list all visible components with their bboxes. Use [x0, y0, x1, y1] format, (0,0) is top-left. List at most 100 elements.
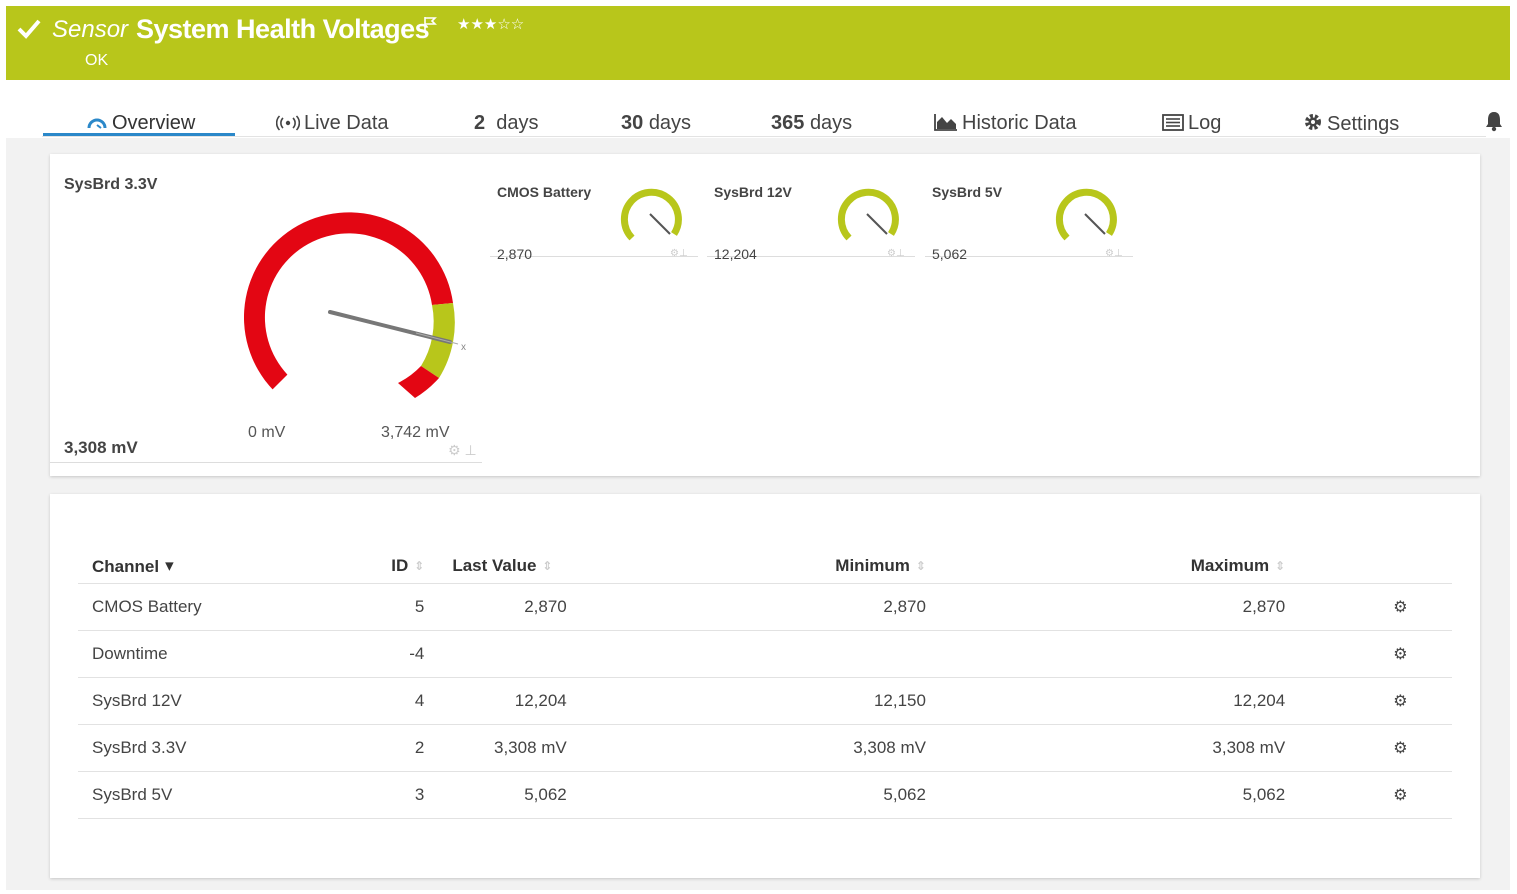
- active-tab-indicator: [43, 133, 235, 136]
- tab-365-days[interactable]: 365 days: [771, 112, 852, 135]
- table-row[interactable]: SysBrd 12V 4 12,204 12,150 12,204 ⚙: [78, 677, 1452, 725]
- tab-label: days: [648, 112, 692, 134]
- cell-max: 5,062: [939, 771, 1300, 819]
- table-row[interactable]: Downtime -4 ⚙: [78, 630, 1452, 678]
- mini-gauge-sysbrd-5v[interactable]: SysBrd 5V 5,062 ⚙⊥: [925, 168, 1133, 262]
- gauge-tools-icon[interactable]: ⚙⊥: [887, 248, 905, 259]
- tab-overview[interactable]: Overview: [86, 112, 195, 135]
- cell-min: 12,150: [580, 677, 940, 725]
- cell-last: 3,308 mV: [438, 724, 581, 772]
- tab-settings[interactable]: Settings: [1303, 112, 1399, 136]
- mini-gauge-title: SysBrd 12V: [714, 184, 792, 200]
- mini-gauge-dial: [1055, 188, 1117, 241]
- tab-30-days[interactable]: 30 days: [621, 112, 691, 135]
- col-last-value[interactable]: Last Value ⇕: [438, 549, 581, 584]
- channels-table: Channel ▾ ID ⇕ Last Value ⇕ Minimum ⇕ Maximu…: [78, 549, 1452, 819]
- mini-gauge-dial: [620, 188, 682, 241]
- cell-actions: ⚙: [1299, 677, 1452, 725]
- tab-divider: [42, 136, 1486, 137]
- flag-icon[interactable]: [423, 16, 437, 32]
- col-minimum[interactable]: Minimum ⇕: [580, 549, 940, 584]
- col-id[interactable]: ID ⇕: [375, 549, 439, 584]
- cell-max: 3,308 mV: [939, 724, 1300, 772]
- table-row[interactable]: CMOS Battery 5 2,870 2,870 2,870 ⚙: [78, 583, 1452, 631]
- cell-last: 2,870: [438, 583, 581, 631]
- channel-settings-icon[interactable]: ⚙: [1393, 693, 1408, 710]
- sort-icon: ⇕: [542, 559, 553, 573]
- gauge-tools-icon[interactable]: ⚙⊥: [1105, 248, 1123, 259]
- tab-label: Settings: [1327, 113, 1400, 135]
- tab-number: 30: [621, 112, 644, 134]
- cell-actions: ⚙: [1299, 583, 1452, 631]
- cell-min: 3,308 mV: [580, 724, 940, 772]
- cell-id: 2: [375, 724, 439, 772]
- area-chart-icon: [934, 114, 957, 131]
- cell-id: 5: [375, 583, 439, 631]
- svg-text:x: x: [461, 342, 466, 353]
- sort-icon: ⇕: [414, 559, 425, 573]
- tab-label: Live Data: [304, 112, 389, 134]
- tab-2-days[interactable]: 2 days: [474, 112, 539, 135]
- cell-id: 4: [375, 677, 439, 725]
- channel-settings-icon[interactable]: ⚙: [1393, 740, 1408, 757]
- main-gauge: x: [243, 212, 466, 398]
- tab-label: Historic Data: [962, 112, 1077, 134]
- tab-log[interactable]: Log: [1162, 112, 1221, 135]
- cell-last: 5,062: [438, 771, 581, 819]
- sort-icon: ⇕: [1275, 559, 1286, 573]
- cell-actions: ⚙: [1299, 724, 1452, 772]
- cell-id: -4: [375, 630, 439, 678]
- mini-gauge-title: CMOS Battery: [497, 184, 592, 200]
- sort-desc-icon: ▾: [165, 555, 174, 575]
- tab-label: Log: [1188, 112, 1222, 134]
- gauges-panel: SysBrd 3.3V x 0 mV 3,742 mV 3,308 mV ⚙ ⊥…: [50, 154, 1480, 476]
- col-maximum[interactable]: Maximum ⇕: [939, 549, 1300, 584]
- log-icon: [1162, 114, 1184, 131]
- cell-channel[interactable]: Downtime: [78, 630, 376, 678]
- tab-number: 2: [474, 112, 486, 134]
- gauge-tools-icon[interactable]: ⚙ ⊥: [448, 442, 477, 458]
- cell-channel[interactable]: CMOS Battery: [78, 583, 376, 631]
- main-gauge-value: 3,308 mV: [64, 438, 138, 457]
- cell-min: [580, 630, 940, 678]
- tab-live-data[interactable]: Live Data: [275, 112, 389, 135]
- tab-label: Overview: [112, 112, 196, 134]
- cell-channel[interactable]: SysBrd 12V: [78, 677, 376, 725]
- mini-gauge-value: 2,870: [497, 246, 533, 262]
- cell-actions: ⚙: [1299, 771, 1452, 819]
- gauge-icon: [87, 118, 107, 129]
- priority-stars[interactable]: ★★★☆☆: [457, 16, 525, 33]
- tab-number: 365: [771, 112, 805, 134]
- tab-label: days: [809, 112, 853, 134]
- cell-last: [438, 630, 581, 678]
- mini-gauge-sysbrd-12v[interactable]: SysBrd 12V 12,204 ⚙⊥: [707, 168, 915, 262]
- table-row[interactable]: SysBrd 5V 3 5,062 5,062 5,062 ⚙: [78, 771, 1452, 819]
- gauge-tools-icon[interactable]: ⚙⊥: [670, 248, 688, 259]
- tab-label: days: [496, 112, 539, 134]
- channel-settings-icon[interactable]: ⚙: [1393, 599, 1408, 616]
- cell-channel[interactable]: SysBrd 3.3V: [78, 724, 376, 772]
- mini-gauge-cmos-battery[interactable]: CMOS Battery 2,870 ⚙⊥: [490, 168, 698, 262]
- table-row[interactable]: SysBrd 3.3V 2 3,308 mV 3,308 mV 3,308 mV…: [78, 724, 1452, 772]
- tab-historic-data[interactable]: Historic Data: [934, 112, 1076, 135]
- channel-settings-icon[interactable]: ⚙: [1393, 646, 1408, 663]
- main-gauge-min: 0 mV: [248, 424, 286, 441]
- col-channel[interactable]: Channel ▾: [78, 549, 376, 584]
- sort-icon: ⇕: [915, 559, 926, 573]
- mini-gauge-dial: [837, 188, 899, 241]
- col-actions: [1299, 549, 1452, 584]
- mini-gauge-title: SysBrd 5V: [932, 184, 1003, 200]
- tab-bar: Overview Live Data 2 days 30 days 365 da…: [6, 80, 1510, 138]
- cell-min: 2,870: [580, 583, 940, 631]
- channel-settings-icon[interactable]: ⚙: [1393, 787, 1408, 804]
- cell-min: 5,062: [580, 771, 940, 819]
- cell-channel[interactable]: SysBrd 5V: [78, 771, 376, 819]
- cell-max: 2,870: [939, 583, 1300, 631]
- cell-id: 3: [375, 771, 439, 819]
- mini-gauge-value: 12,204: [714, 246, 757, 262]
- main-gauge-title: SysBrd 3.3V: [64, 176, 158, 193]
- gear-icon: [1305, 114, 1321, 130]
- main-gauge-max: 3,742 mV: [381, 424, 450, 441]
- bell-icon[interactable]: [1484, 110, 1504, 132]
- table-header-row: Channel ▾ ID ⇕ Last Value ⇕ Minimum ⇕ Maximu…: [78, 549, 1452, 584]
